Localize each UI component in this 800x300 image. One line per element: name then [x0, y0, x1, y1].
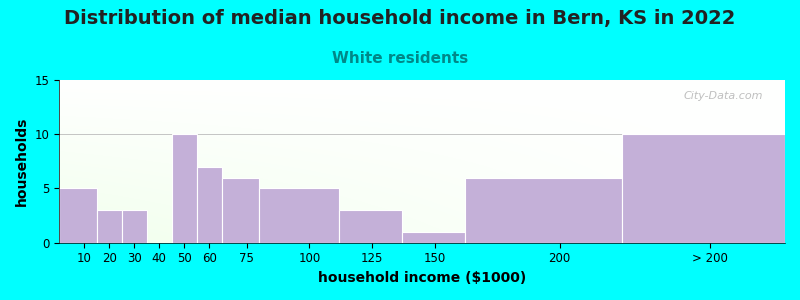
Text: City-Data.com: City-Data.com: [684, 92, 763, 101]
Bar: [59, 188, 97, 243]
Y-axis label: households: households: [15, 117, 29, 206]
Text: White residents: White residents: [332, 51, 468, 66]
X-axis label: household income ($1000): household income ($1000): [318, 271, 526, 285]
Bar: [402, 232, 465, 243]
Bar: [122, 210, 146, 243]
Bar: [222, 178, 259, 243]
Bar: [97, 210, 122, 243]
Bar: [259, 188, 339, 243]
Text: Distribution of median household income in Bern, KS in 2022: Distribution of median household income …: [64, 9, 736, 28]
Bar: [622, 134, 785, 243]
Bar: [339, 210, 402, 243]
Bar: [172, 134, 197, 243]
Bar: [197, 167, 222, 243]
Bar: [465, 178, 622, 243]
